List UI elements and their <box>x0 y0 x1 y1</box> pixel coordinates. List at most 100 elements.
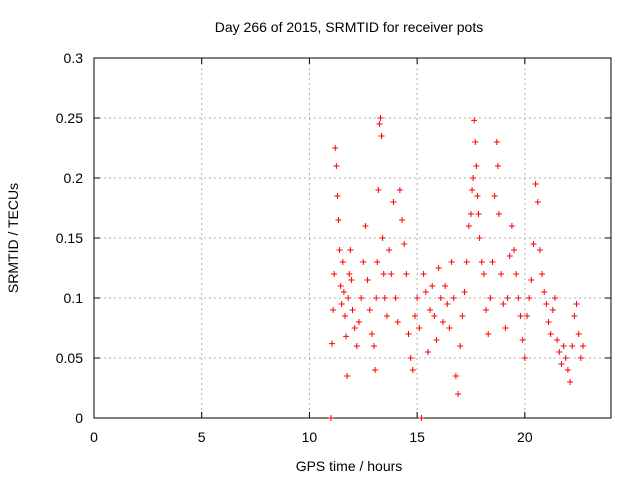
data-point <box>383 313 390 319</box>
x-tick-label: 10 <box>302 429 318 445</box>
data-point <box>502 325 509 331</box>
data-point <box>560 343 567 349</box>
data-point <box>452 373 459 379</box>
data-point <box>343 333 350 340</box>
data-point <box>459 313 466 319</box>
data-point <box>493 139 500 145</box>
data-point <box>571 313 578 319</box>
y-tick-label: 0.15 <box>56 230 83 246</box>
data-point <box>455 391 462 397</box>
data-point <box>483 307 490 313</box>
data-point <box>330 307 337 313</box>
data-point <box>569 343 576 349</box>
y-tick-label: 0.2 <box>64 170 84 186</box>
data-point <box>353 343 360 349</box>
y-tick-label: 0.05 <box>56 350 83 366</box>
data-point <box>480 271 487 277</box>
data-point <box>547 331 554 337</box>
data-point <box>366 307 373 313</box>
data-point <box>545 319 552 325</box>
data-point <box>337 283 344 289</box>
data-point <box>564 367 571 373</box>
data-point <box>399 217 406 223</box>
data-point <box>495 211 502 217</box>
data-point <box>579 343 586 349</box>
data-point <box>331 271 338 277</box>
data-point <box>371 343 378 349</box>
data-point <box>378 133 385 139</box>
data-point <box>494 163 501 169</box>
data-point <box>394 319 401 325</box>
data-point <box>437 295 444 301</box>
data-point <box>476 235 483 241</box>
data-point <box>475 211 482 217</box>
data-point <box>478 259 485 265</box>
data-point <box>446 325 453 331</box>
x-tick-label: 0 <box>90 429 98 445</box>
data-point <box>504 295 511 301</box>
data-point <box>461 289 468 295</box>
data-point <box>345 295 352 301</box>
data-point <box>474 193 481 199</box>
data-point <box>333 163 340 169</box>
data-point <box>347 247 354 253</box>
data-point <box>575 331 582 337</box>
data-point <box>517 313 524 319</box>
chart-title: Day 266 of 2015, SRMTID for receiver pot… <box>215 19 483 35</box>
data-point <box>362 223 369 229</box>
data-point <box>549 307 556 313</box>
data-point <box>528 277 535 283</box>
data-point <box>433 337 440 343</box>
data-point <box>380 271 387 277</box>
data-point <box>379 235 386 241</box>
data-point <box>368 331 375 337</box>
data-point <box>422 289 429 295</box>
data-point <box>541 289 548 295</box>
data-point <box>335 217 342 223</box>
data-point <box>508 223 515 229</box>
data-point <box>444 301 451 307</box>
data-point <box>341 313 348 319</box>
data-point <box>339 259 346 265</box>
data-point <box>442 283 449 289</box>
data-points <box>327 115 586 421</box>
data-point <box>500 301 507 307</box>
y-tick-label: 0.3 <box>64 50 84 66</box>
data-point <box>401 241 408 247</box>
plot-border <box>93 57 612 419</box>
data-point <box>487 295 494 301</box>
data-point <box>429 283 436 289</box>
data-point <box>534 199 541 205</box>
data-point <box>424 349 431 355</box>
data-point <box>577 355 584 361</box>
data-point <box>485 331 492 337</box>
data-point <box>427 307 434 313</box>
data-point <box>526 295 533 301</box>
data-point <box>407 355 414 361</box>
data-point <box>388 271 395 277</box>
data-point <box>420 271 427 277</box>
data-point <box>573 301 580 307</box>
data-point <box>523 313 530 319</box>
data-point <box>536 247 543 253</box>
data-point <box>336 247 343 253</box>
data-point <box>457 343 464 349</box>
data-point <box>515 295 522 301</box>
data-point <box>435 265 442 271</box>
data-point <box>332 145 339 151</box>
data-point <box>355 319 362 325</box>
data-point <box>403 271 410 277</box>
data-point <box>376 121 383 127</box>
x-axis-label: GPS time / hours <box>296 458 403 474</box>
data-point <box>377 115 384 121</box>
data-point <box>329 340 336 347</box>
data-point <box>530 241 537 247</box>
data-point <box>340 289 347 295</box>
data-point <box>416 325 423 331</box>
data-point <box>381 295 388 301</box>
data-point <box>567 379 574 385</box>
data-point <box>390 199 397 205</box>
y-axis-label: SRMTID / TECUs <box>5 183 21 293</box>
y-tick-label: 0.25 <box>56 110 83 126</box>
